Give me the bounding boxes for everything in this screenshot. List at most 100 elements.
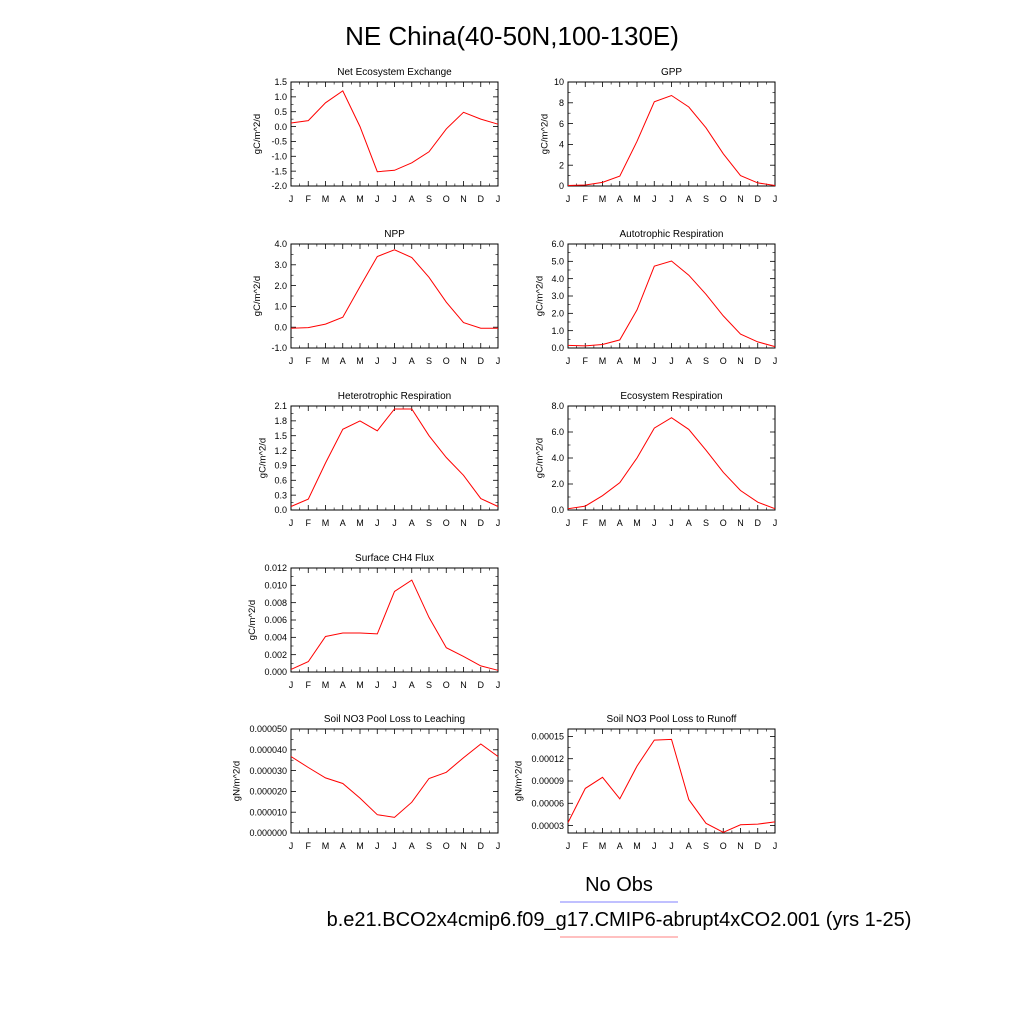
- series-line: [567, 94, 776, 186]
- y-tick-label: 2.0: [274, 281, 287, 291]
- y-axis-label: gC/m^2/d: [247, 600, 258, 640]
- y-tick-label: 0.000040: [249, 745, 287, 755]
- x-tick-label: J: [669, 841, 674, 851]
- x-tick-label: J: [652, 194, 657, 204]
- panel-title: Soil NO3 Pool Loss to Runoff: [607, 714, 737, 725]
- series-line: [290, 743, 499, 818]
- x-tick-label: J: [773, 518, 778, 528]
- y-tick-label: 4.0: [274, 239, 287, 249]
- x-tick-label: A: [340, 194, 346, 204]
- x-tick-label: J: [566, 356, 571, 366]
- series-line: [567, 417, 776, 510]
- x-tick-label: J: [289, 194, 294, 204]
- panel-title: Autotrophic Respiration: [620, 229, 724, 240]
- y-tick-label: 8.0: [551, 401, 564, 411]
- x-tick-label: D: [755, 841, 762, 851]
- y-tick-label: 2: [559, 160, 564, 170]
- y-tick-label: 0.0: [274, 505, 287, 515]
- x-tick-label: N: [737, 518, 744, 528]
- x-tick-label: N: [737, 194, 744, 204]
- x-tick-label: O: [443, 680, 450, 690]
- y-tick-label: 0.012: [264, 563, 287, 573]
- x-tick-label: M: [356, 841, 364, 851]
- x-tick-label: J: [375, 841, 380, 851]
- x-tick-label: N: [460, 841, 467, 851]
- x-tick-label: N: [737, 356, 744, 366]
- y-tick-label: 2.0: [551, 479, 564, 489]
- x-tick-label: A: [686, 194, 692, 204]
- x-tick-label: F: [306, 518, 312, 528]
- y-tick-label: 1.0: [274, 92, 287, 102]
- x-tick-label: D: [478, 841, 485, 851]
- x-tick-label: M: [599, 194, 607, 204]
- panel-title: GPP: [661, 67, 682, 78]
- x-tick-label: F: [306, 194, 312, 204]
- y-tick-label: 1.8: [274, 416, 287, 426]
- x-tick-label: A: [409, 841, 415, 851]
- y-tick-label: 0.00003: [531, 821, 564, 831]
- y-tick-label: 0.000020: [249, 787, 287, 797]
- x-tick-label: N: [460, 194, 467, 204]
- x-tick-label: M: [599, 518, 607, 528]
- plot-frame: [567, 243, 776, 349]
- x-tick-label: J: [669, 518, 674, 528]
- y-tick-label: 4.0: [551, 274, 564, 284]
- plot-frame: [567, 405, 776, 511]
- y-tick-label: 0.0: [551, 343, 564, 353]
- x-tick-label: M: [356, 194, 364, 204]
- y-tick-label: 3.0: [551, 291, 564, 301]
- y-axis-label: gC/m^2/d: [534, 276, 545, 316]
- y-tick-label: 0.000050: [249, 724, 287, 734]
- x-tick-label: J: [392, 194, 397, 204]
- x-tick-label: M: [356, 518, 364, 528]
- y-axis-label: gC/m^2/d: [540, 114, 551, 154]
- x-tick-label: J: [773, 356, 778, 366]
- x-tick-label: A: [409, 680, 415, 690]
- panel-title: Heterotrophic Respiration: [338, 391, 451, 402]
- x-tick-label: M: [356, 680, 364, 690]
- y-tick-label: -1.5: [271, 166, 287, 176]
- x-tick-label: O: [443, 841, 450, 851]
- y-tick-label: 6.0: [551, 239, 564, 249]
- x-tick-label: S: [426, 841, 432, 851]
- x-tick-label: A: [340, 680, 346, 690]
- y-tick-label: 0.000000: [249, 828, 287, 838]
- y-tick-label: -0.5: [271, 137, 287, 147]
- x-tick-label: M: [599, 841, 607, 851]
- x-tick-label: S: [426, 356, 432, 366]
- x-tick-label: O: [443, 518, 450, 528]
- y-tick-label: 0.0: [274, 122, 287, 132]
- y-tick-label: 0.00015: [531, 732, 564, 742]
- panel-title: Soil NO3 Pool Loss to Leaching: [324, 714, 465, 725]
- y-tick-label: -1.0: [271, 151, 287, 161]
- plot-frame: [567, 81, 776, 187]
- x-tick-label: S: [426, 680, 432, 690]
- x-tick-label: S: [703, 194, 709, 204]
- panel-title: Net Ecosystem Exchange: [337, 67, 452, 78]
- x-tick-label: A: [409, 518, 415, 528]
- y-tick-label: 0: [559, 181, 564, 191]
- x-tick-label: J: [652, 518, 657, 528]
- x-tick-label: S: [426, 518, 432, 528]
- x-tick-label: A: [340, 518, 346, 528]
- x-tick-label: J: [289, 518, 294, 528]
- x-tick-label: A: [340, 841, 346, 851]
- y-tick-label: 0.010: [264, 581, 287, 591]
- y-tick-label: 0.5: [274, 107, 287, 117]
- x-tick-label: O: [720, 194, 727, 204]
- plot-frame: [290, 567, 499, 673]
- x-tick-label: J: [566, 194, 571, 204]
- y-tick-label: 1.2: [274, 446, 287, 456]
- panel-title: Surface CH4 Flux: [355, 553, 434, 564]
- x-tick-label: J: [392, 518, 397, 528]
- x-tick-label: F: [583, 518, 589, 528]
- y-axis-label: gC/m^2/d: [534, 438, 545, 478]
- y-tick-label: 0.004: [264, 633, 287, 643]
- x-tick-label: J: [392, 680, 397, 690]
- x-tick-label: J: [669, 356, 674, 366]
- panel-title: Ecosystem Respiration: [620, 391, 722, 402]
